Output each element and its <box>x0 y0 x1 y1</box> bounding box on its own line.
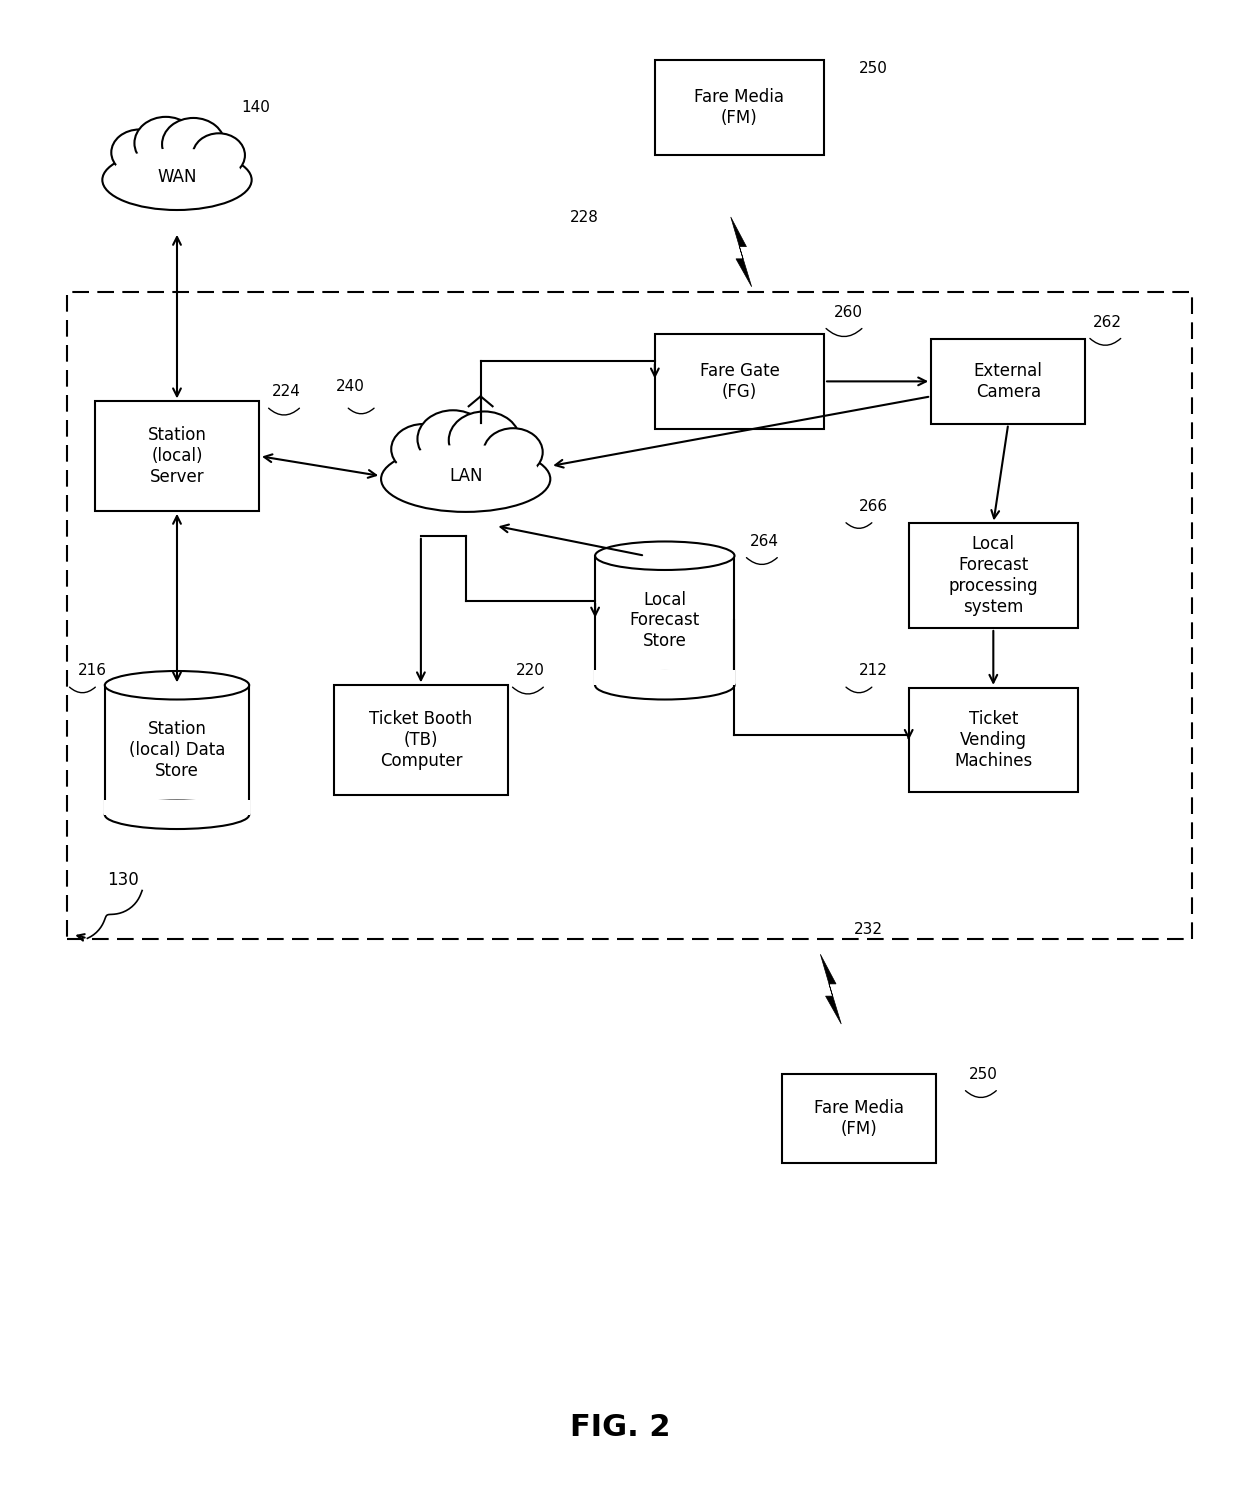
Text: WAN: WAN <box>157 168 197 186</box>
Text: Local
Forecast
processing
system: Local Forecast processing system <box>949 536 1038 616</box>
Text: 240: 240 <box>336 379 365 394</box>
Polygon shape <box>730 217 751 287</box>
Text: Local
Forecast
Store: Local Forecast Store <box>630 590 699 651</box>
Text: Station
(local)
Server: Station (local) Server <box>148 426 206 486</box>
Ellipse shape <box>114 148 241 195</box>
Ellipse shape <box>595 670 734 699</box>
Bar <box>655 334 825 429</box>
Bar <box>594 670 735 686</box>
Bar <box>67 291 1193 939</box>
Bar <box>655 60 825 154</box>
Text: 260: 260 <box>835 305 863 320</box>
Ellipse shape <box>392 424 455 474</box>
Text: FIG. 2: FIG. 2 <box>569 1413 671 1442</box>
Ellipse shape <box>105 800 249 829</box>
Ellipse shape <box>162 118 224 171</box>
Bar <box>105 686 249 815</box>
Text: Ticket
Vending
Machines: Ticket Vending Machines <box>955 710 1033 770</box>
Ellipse shape <box>134 116 197 169</box>
Text: Fare Gate
(FG): Fare Gate (FG) <box>699 362 780 400</box>
Ellipse shape <box>484 429 543 476</box>
Text: 232: 232 <box>854 923 883 938</box>
Ellipse shape <box>449 411 520 470</box>
Bar <box>334 686 508 794</box>
Text: 228: 228 <box>570 210 599 225</box>
Bar <box>95 402 259 510</box>
Ellipse shape <box>381 445 551 512</box>
Bar <box>909 687 1078 793</box>
Ellipse shape <box>112 130 169 175</box>
Text: 220: 220 <box>516 663 544 678</box>
Text: 130: 130 <box>108 871 139 888</box>
Text: 216: 216 <box>77 663 107 678</box>
Text: Fare Media
(FM): Fare Media (FM) <box>813 1099 904 1139</box>
Text: External
Camera: External Camera <box>973 362 1043 400</box>
Text: 224: 224 <box>272 385 300 399</box>
Ellipse shape <box>103 149 252 210</box>
Text: Ticket Booth
(TB)
Computer: Ticket Booth (TB) Computer <box>370 710 472 770</box>
Text: LAN: LAN <box>449 467 482 485</box>
Text: 140: 140 <box>242 100 270 115</box>
Text: Fare Media
(FM): Fare Media (FM) <box>694 88 785 127</box>
Bar <box>595 556 734 686</box>
Ellipse shape <box>105 670 249 699</box>
Text: 250: 250 <box>859 60 888 76</box>
Ellipse shape <box>192 133 246 177</box>
Ellipse shape <box>394 444 538 495</box>
Bar <box>781 1074 936 1164</box>
Bar <box>931 340 1085 424</box>
Bar <box>104 799 250 815</box>
Text: 264: 264 <box>749 533 779 548</box>
Polygon shape <box>821 954 841 1024</box>
Ellipse shape <box>418 411 489 468</box>
Bar <box>909 524 1078 628</box>
Ellipse shape <box>595 542 734 569</box>
Text: 250: 250 <box>968 1066 997 1081</box>
Text: 262: 262 <box>1092 314 1122 329</box>
Text: Station
(local) Data
Store: Station (local) Data Store <box>129 720 226 779</box>
Text: 212: 212 <box>859 663 888 678</box>
Text: 266: 266 <box>859 498 888 513</box>
